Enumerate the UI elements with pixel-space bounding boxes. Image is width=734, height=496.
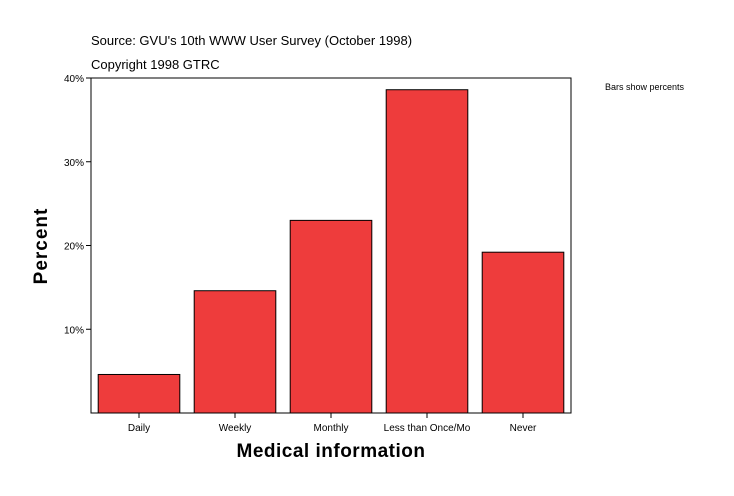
bar-never	[481, 251, 565, 414]
bars-note: Bars show percents	[605, 82, 685, 92]
x-tick-label: Less than Once/Mo	[384, 423, 471, 434]
y-tick-label: 30%	[64, 158, 84, 169]
source-text: Source: GVU's 10th WWW User Survey (Octo…	[91, 33, 413, 48]
x-tick-label: Monthly	[313, 423, 348, 434]
y-tick-label: 20%	[64, 242, 84, 253]
x-axis-label: Medical information	[237, 441, 426, 462]
bar-weekly	[193, 290, 277, 414]
x-tick-label: Never	[510, 423, 537, 434]
x-tick-label: Daily	[128, 423, 150, 434]
bar-monthly	[289, 219, 373, 414]
y-tick-label: 40%	[64, 74, 84, 85]
y-axis-label: Percent	[31, 208, 52, 285]
y-tick-label: 10%	[64, 325, 84, 336]
x-tick-label: Weekly	[219, 423, 252, 434]
bar-less-than-once-mo	[385, 89, 469, 414]
bar-daily	[97, 373, 181, 414]
copyright-text: Copyright 1998 GTRC	[91, 57, 220, 72]
